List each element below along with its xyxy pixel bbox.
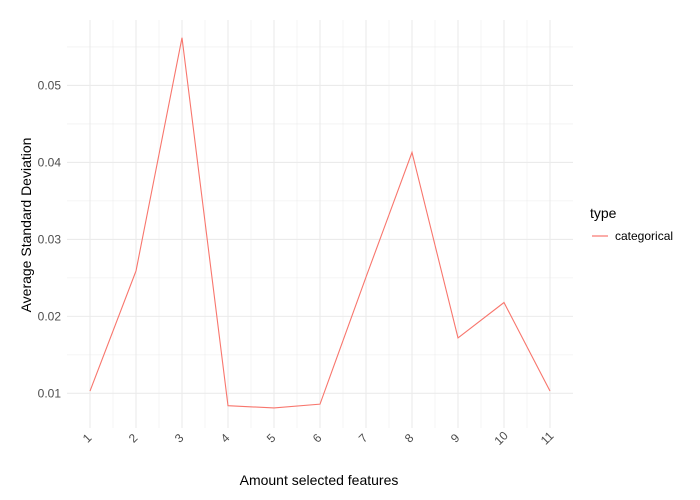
- legend: type categorical: [590, 205, 673, 243]
- x-tick-label: 6: [310, 431, 325, 446]
- x-axis-ticks: 1 2 3 4 5 6 7 8 9 10 11: [80, 428, 557, 448]
- x-tick-label: 2: [126, 431, 141, 446]
- legend-title: type: [590, 205, 617, 221]
- x-tick-label: 3: [172, 431, 187, 446]
- x-tick-label: 8: [402, 431, 417, 446]
- y-tick-label: 0.01: [38, 386, 62, 400]
- y-axis-title: Average Standard Deviation: [18, 138, 34, 313]
- y-tick-label: 0.02: [38, 309, 62, 323]
- legend-label-categorical: categorical: [615, 229, 673, 243]
- series-layer: [89, 37, 551, 409]
- x-tick-label: 5: [264, 431, 279, 446]
- x-tick-label: 11: [538, 429, 557, 448]
- y-axis-ticks: 0.01 0.02 0.03 0.04 0.05: [38, 78, 62, 400]
- grid: [67, 20, 573, 428]
- x-tick-label: 7: [356, 431, 371, 446]
- x-tick-label: 4: [218, 431, 233, 446]
- x-tick-label: 10: [491, 428, 511, 448]
- y-tick-label: 0.05: [38, 78, 62, 92]
- x-axis-title: Amount selected features: [240, 472, 399, 488]
- x-tick-label: 9: [448, 431, 463, 446]
- y-tick-label: 0.03: [38, 232, 62, 246]
- x-tick-label: 1: [80, 431, 95, 446]
- y-tick-label: 0.04: [38, 155, 62, 169]
